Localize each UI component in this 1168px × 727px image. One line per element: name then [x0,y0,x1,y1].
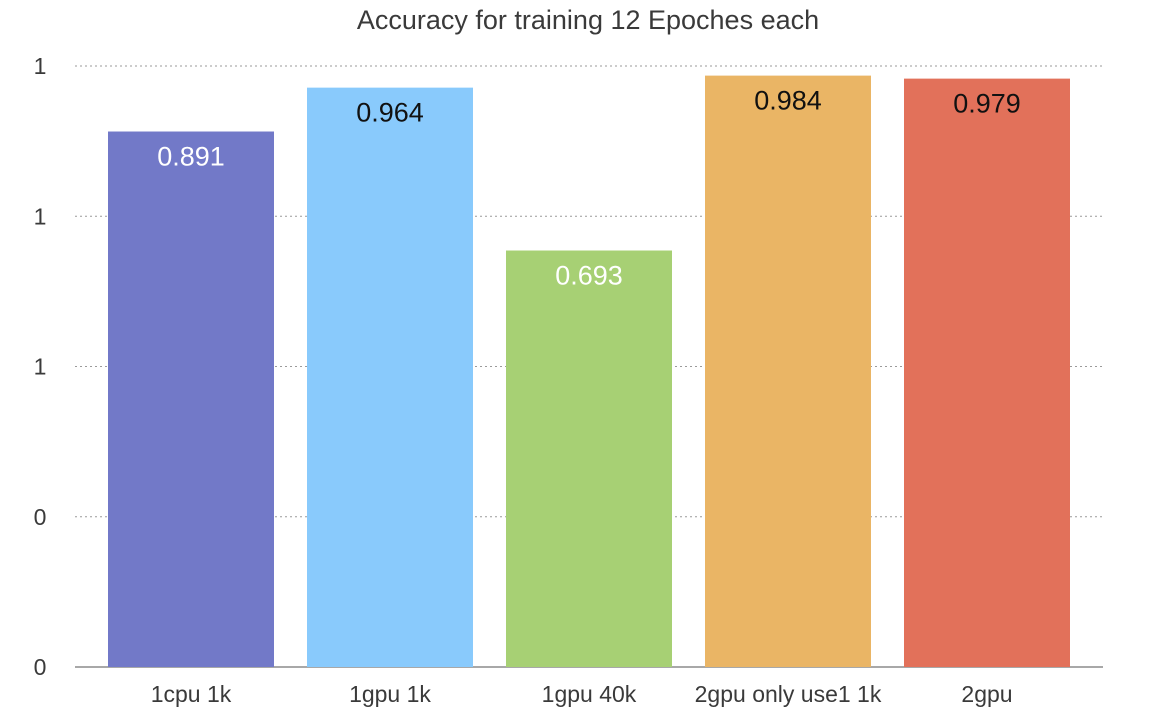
y-tick-label: 1 [34,53,47,79]
bars [108,75,1070,668]
data-labels: 0.891 0.964 0.693 0.984 0.979 [157,86,1021,291]
y-axis-labels: 0 0 1 1 1 [34,53,47,680]
y-tick-label: 0 [34,654,47,680]
chart-title: Accuracy for training 12 Epoches each [357,5,819,35]
x-tick-label: 1gpu 1k [349,681,431,707]
bar [705,75,871,668]
x-axis-labels: 1cpu 1k 1gpu 1k 1gpu 40k 2gpu only use1 1k 2… [151,681,1013,707]
data-label: 0.964 [356,98,424,128]
bar [904,78,1070,668]
bar [108,131,274,667]
x-tick-label: 1cpu 1k [151,681,232,707]
data-label: 0.984 [754,86,822,116]
data-label: 0.891 [157,142,225,172]
bar [307,87,473,668]
x-tick-label: 2gpu [961,681,1012,707]
y-tick-label: 0 [34,504,47,530]
x-tick-label: 1gpu 40k [542,681,637,707]
bar [506,250,672,667]
data-label: 0.693 [555,261,623,291]
x-tick-label: 2gpu only use1 1k [695,681,882,707]
data-label: 0.979 [953,89,1021,119]
y-tick-label: 1 [34,203,47,229]
y-tick-label: 1 [34,354,47,380]
